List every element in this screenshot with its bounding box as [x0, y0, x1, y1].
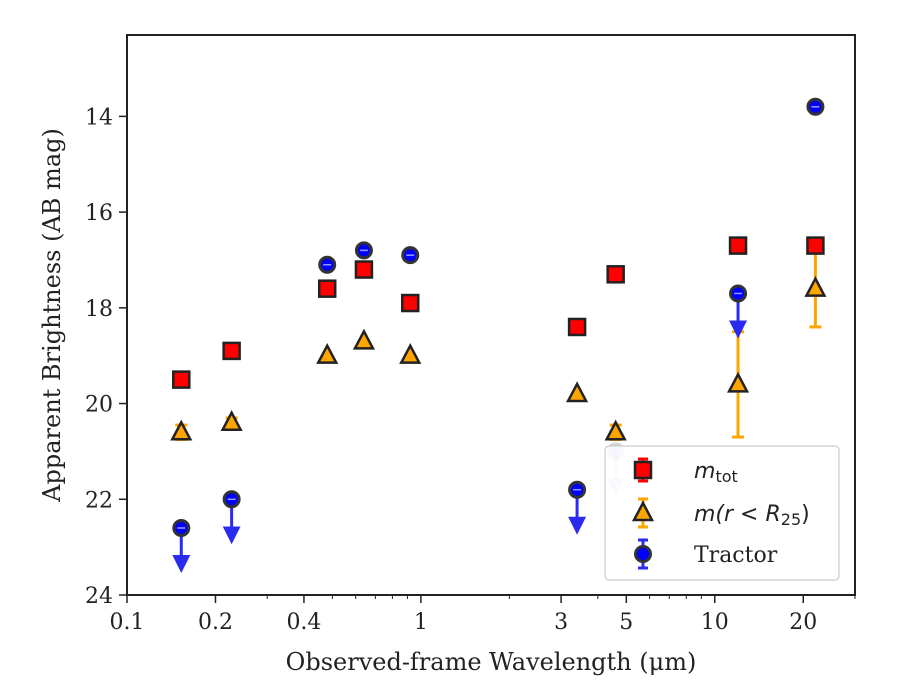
- series-m-r-lt-r25: [170, 248, 827, 441]
- plot-frame: [126, 34, 856, 596]
- y-tick-label: 22: [85, 488, 113, 513]
- legend: mtot m(r < R25) Tractor: [604, 445, 840, 581]
- data-point-square: [806, 236, 825, 255]
- y-tick-label: 18: [85, 297, 113, 322]
- data-point-square: [400, 293, 420, 313]
- data-point-square: [567, 317, 587, 337]
- x-tick-label: 20: [789, 610, 817, 635]
- x-tick-label: 0.4: [286, 610, 321, 635]
- series-m-tot: [172, 236, 825, 389]
- y-tick-label: 14: [85, 105, 113, 130]
- data-point-circle: [634, 545, 652, 563]
- x-tick-label: 5: [619, 610, 633, 635]
- legend-label-m-tot: mtot: [694, 459, 738, 486]
- legend-entry-m-r-lt-r25: m(r < R25): [631, 497, 810, 529]
- data-point-triangle: [316, 343, 339, 364]
- data-point-square: [317, 279, 337, 298]
- data-point-triangle: [352, 328, 376, 350]
- x-tick-label: 3: [554, 610, 568, 635]
- legend-label-m-r-lt-r25: m(r < R25): [694, 502, 810, 529]
- data-point-triangle: [170, 419, 193, 441]
- data-point-square: [633, 460, 653, 480]
- axis-ticks: 0.1 0.2 0.4 1 3 5 10 20 14 16 18 20 22 24: [85, 105, 856, 635]
- data-point-triangle: [399, 343, 422, 364]
- y-axis-title: Apparent Brightness (AB mag): [38, 128, 66, 503]
- legend-entry-m-tot: mtot: [633, 457, 738, 486]
- x-axis-title: Observed-frame Wavelength (μm): [286, 648, 697, 676]
- data-point-triangle: [566, 381, 589, 403]
- y-tick-label: 16: [85, 201, 113, 226]
- data-point-triangle: [220, 410, 243, 431]
- series-tractor: [172, 97, 825, 573]
- data-point-square: [606, 265, 625, 284]
- legend-box: [604, 445, 840, 581]
- data-point-square: [354, 260, 374, 279]
- legend-label-tractor: Tractor: [694, 543, 778, 568]
- plot-area-border: [126, 34, 856, 596]
- y-tick-label: 20: [85, 393, 113, 418]
- data-point-square: [728, 236, 748, 255]
- legend-entry-tractor: Tractor: [634, 538, 778, 570]
- series-layer: [170, 97, 827, 573]
- data-point-triangle: [726, 371, 750, 393]
- data-point-square: [222, 341, 241, 361]
- data-point-triangle: [631, 500, 655, 522]
- data-point-triangle: [604, 419, 627, 441]
- data-point-square: [172, 370, 191, 389]
- data-point-triangle: [804, 276, 827, 297]
- x-tick-label: 10: [701, 610, 729, 635]
- y-tick-label: 24: [85, 584, 113, 609]
- x-tick-label: 1: [414, 610, 428, 635]
- x-tick-label: 0.1: [110, 610, 145, 635]
- x-tick-label: 0.2: [198, 610, 233, 635]
